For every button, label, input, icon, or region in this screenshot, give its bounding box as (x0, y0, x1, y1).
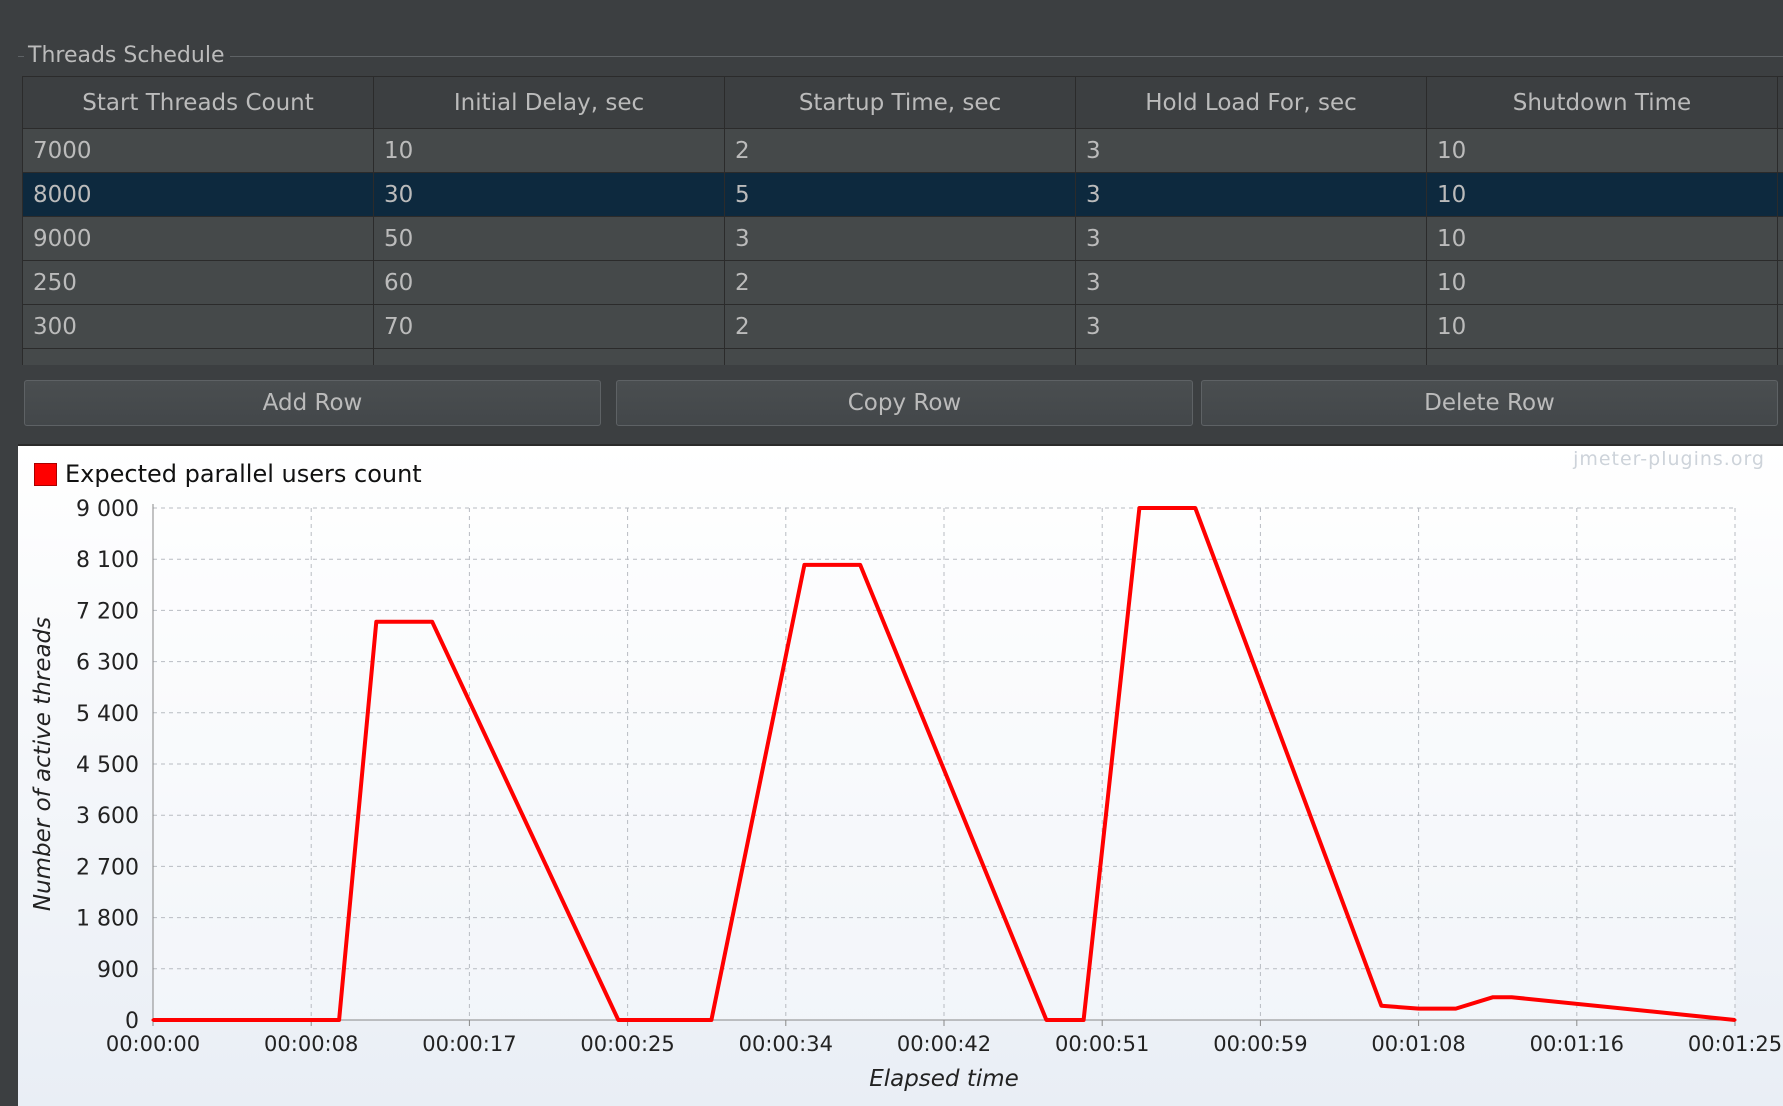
column-startup-time[interactable]: Startup Time, sec (725, 77, 1076, 128)
x-tick-label: 00:00:17 (422, 1032, 516, 1056)
table-body: 7000 10 2 3 10 8000 30 5 3 10 9000 50 3 3 10 250 60 2 3 10 3… (23, 129, 1783, 365)
table-cell[interactable]: 3 (1076, 129, 1427, 172)
table-cell[interactable]: 2 (725, 261, 1076, 304)
table-cell[interactable]: 70 (374, 305, 725, 348)
table-cell[interactable]: 10 (1427, 173, 1778, 216)
table-cell[interactable]: 50 (374, 217, 725, 260)
table-row[interactable]: 300 70 2 3 10 (23, 305, 1783, 349)
data-point (1417, 1007, 1421, 1011)
x-tick-label: 00:00:25 (580, 1032, 674, 1056)
table-cell[interactable]: 250 (23, 261, 374, 304)
data-point (802, 563, 806, 567)
y-tick-label: 900 (97, 958, 139, 983)
series-line (153, 506, 1736, 1022)
y-tick-label: 3 600 (76, 804, 139, 829)
table-header: Start Threads Count Initial Delay, sec S… (23, 77, 1783, 129)
data-point (1379, 1004, 1383, 1008)
table-cell-empty (374, 349, 725, 365)
group-border (18, 56, 1783, 57)
table-cell[interactable]: 5 (725, 173, 1076, 216)
legend-label: Expected parallel users count (65, 460, 422, 488)
table-cell[interactable]: 10 (1427, 129, 1778, 172)
y-tick-label: 5 400 (76, 702, 139, 727)
y-tick-label: 0 (125, 1009, 139, 1034)
y-axis-label: Number of active threads (30, 617, 56, 911)
y-tick-label: 2 700 (76, 855, 139, 880)
data-point (1733, 1018, 1737, 1022)
chart-legend: Expected parallel users count (34, 460, 422, 488)
data-point (709, 1018, 713, 1022)
table-cell[interactable]: 10 (1427, 305, 1778, 348)
threads-schedule-table[interactable]: Start Threads Count Initial Delay, sec S… (22, 76, 1783, 365)
y-tick-label: 4 500 (76, 753, 139, 778)
data-point (1137, 506, 1141, 510)
table-cell[interactable]: 30 (374, 173, 725, 216)
table-row[interactable]: 7000 10 2 3 10 (23, 129, 1783, 173)
table-cell-empty (725, 349, 1076, 365)
table-cell[interactable]: 7000 (23, 129, 374, 172)
table-cell[interactable]: 3 (1076, 217, 1427, 260)
chart-panel: jmeter-plugins.org Expected parallel use… (18, 444, 1783, 1106)
table-row-empty (23, 349, 1783, 365)
data-point (1510, 995, 1514, 999)
y-tick-label: 6 300 (76, 651, 139, 676)
table-row[interactable]: 250 60 2 3 10 (23, 261, 1783, 305)
x-tick-label: 00:01:16 (1530, 1032, 1624, 1056)
data-point (858, 563, 862, 567)
table-cell[interactable]: 3 (1076, 261, 1427, 304)
y-tick-label: 7 200 (76, 599, 139, 624)
data-point (430, 620, 434, 624)
table-cell[interactable]: 3 (1076, 173, 1427, 216)
data-point (616, 1018, 620, 1022)
x-tick-label: 00:01:08 (1371, 1032, 1465, 1056)
table-cell[interactable]: 3 (1076, 305, 1427, 348)
y-tick-label: 8 100 (76, 548, 139, 573)
watermark: jmeter-plugins.org (1573, 448, 1765, 470)
data-point (1044, 1018, 1048, 1022)
column-initial-delay[interactable]: Initial Delay, sec (374, 77, 725, 128)
x-axis-label: Elapsed time (869, 1066, 1019, 1092)
x-tick-label: 00:00:59 (1213, 1032, 1307, 1056)
table-cell[interactable]: 10 (1427, 261, 1778, 304)
table-cell[interactable]: 9000 (23, 217, 374, 260)
table-row[interactable]: 8000 30 5 3 10 (23, 173, 1783, 217)
y-tick-label: 9 000 (76, 497, 139, 522)
table-cell[interactable]: 10 (374, 129, 725, 172)
data-point (1454, 1007, 1458, 1011)
x-tick-label: 00:00:00 (106, 1032, 200, 1056)
y-tick-label: 1 800 (76, 907, 139, 932)
x-tick-label: 00:01:25 (1688, 1032, 1782, 1056)
column-hold-load-for[interactable]: Hold Load For, sec (1076, 77, 1427, 128)
x-tick-label: 00:00:34 (739, 1032, 833, 1056)
threads-schedule-title: Threads Schedule (24, 43, 231, 69)
table-cell[interactable]: 300 (23, 305, 374, 348)
legend-swatch (34, 462, 57, 486)
x-tick-label: 00:00:08 (264, 1032, 358, 1056)
data-point (1193, 506, 1197, 510)
copy-row-button[interactable]: Copy Row (616, 380, 1193, 426)
table-cell-empty (23, 349, 374, 365)
top-strip (0, 0, 1783, 38)
x-tick-label: 00:00:51 (1055, 1032, 1149, 1056)
data-point (374, 620, 378, 624)
data-point (1491, 995, 1495, 999)
table-cell-empty (1427, 349, 1778, 365)
table-cell[interactable]: 2 (725, 129, 1076, 172)
table-cell[interactable]: 2 (725, 305, 1076, 348)
table-cell[interactable]: 8000 (23, 173, 374, 216)
x-tick-label: 00:00:42 (897, 1032, 991, 1056)
column-shutdown-time[interactable]: Shutdown Time (1427, 77, 1778, 128)
table-row[interactable]: 9000 50 3 3 10 (23, 217, 1783, 261)
delete-row-button[interactable]: Delete Row (1201, 380, 1778, 426)
table-cell[interactable]: 10 (1427, 217, 1778, 260)
table-cell[interactable]: 60 (374, 261, 725, 304)
column-start-threads-count[interactable]: Start Threads Count (23, 77, 374, 128)
table-cell[interactable]: 3 (725, 217, 1076, 260)
line-chart: 0 900 1 800 2 700 3 600 4 500 5 400 6 300 7 200 8… (30, 497, 1782, 1092)
add-row-button[interactable]: Add Row (24, 380, 601, 426)
data-point (337, 1018, 341, 1022)
table-cell-empty (1076, 349, 1427, 365)
data-point (1082, 1018, 1086, 1022)
data-point (151, 1018, 155, 1022)
